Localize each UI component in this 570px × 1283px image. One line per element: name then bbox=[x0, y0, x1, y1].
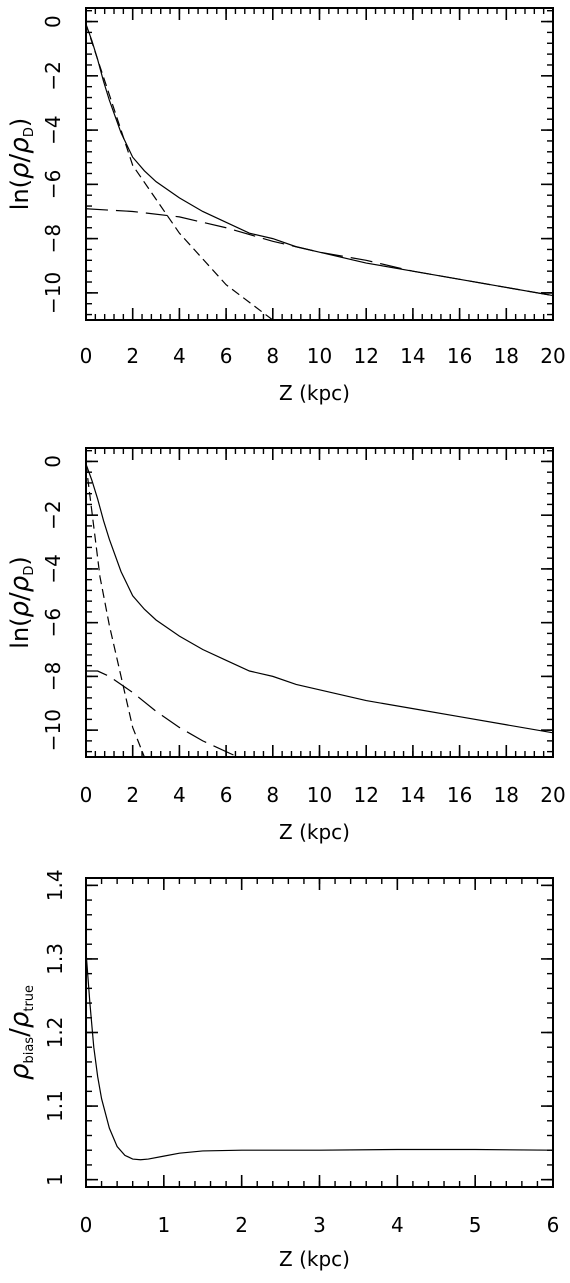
chart-panel-2: 0 2 4 6 8 10 12 14 16 18 20 0 −2 −4 −6 −8 −10 Z (kpc) ln(ρ… bbox=[5, 447, 566, 844]
x-tick-label: 14 bbox=[400, 783, 425, 807]
x-tick-label: 2 bbox=[126, 344, 139, 368]
x-axis-title: Z (kpc) bbox=[279, 1247, 350, 1271]
y-tick-label: 0 bbox=[41, 15, 65, 28]
x-tick-label: 4 bbox=[173, 783, 186, 807]
minor-ticks bbox=[85, 878, 554, 1187]
y-tick-label: 1.4 bbox=[43, 869, 67, 901]
x-tick-label: 2 bbox=[126, 783, 139, 807]
x-tick-label: 10 bbox=[307, 783, 332, 807]
plot-frame bbox=[85, 447, 554, 758]
series-line-solid bbox=[86, 463, 553, 734]
x-tick-label: 8 bbox=[266, 344, 279, 368]
series-line-long-dash bbox=[86, 208, 553, 297]
y-tick-label: 1.2 bbox=[43, 1017, 67, 1049]
series-line-long-dash bbox=[86, 670, 239, 757]
plot-frame bbox=[85, 877, 554, 1188]
y-tick-label: −8 bbox=[41, 662, 65, 691]
plot-frame bbox=[85, 7, 554, 321]
y-tick-label: −6 bbox=[41, 608, 65, 637]
x-tick-label: 18 bbox=[494, 783, 519, 807]
series-line-short-dash bbox=[86, 464, 145, 757]
x-tick-label: 0 bbox=[80, 1213, 93, 1237]
x-tick-label: 3 bbox=[313, 1213, 326, 1237]
x-tick-label: 20 bbox=[540, 783, 565, 807]
x-tick-label: 6 bbox=[220, 783, 233, 807]
x-tick-label: 18 bbox=[494, 344, 519, 368]
minor-ticks bbox=[85, 448, 554, 757]
x-tick-label: 10 bbox=[307, 344, 332, 368]
x-tick-label: 4 bbox=[391, 1213, 404, 1237]
y-tick-label: −10 bbox=[41, 709, 65, 751]
x-tick-label: 0 bbox=[80, 344, 93, 368]
y-tick-label: 1.3 bbox=[43, 943, 67, 975]
chart-panel-1: 0 2 4 6 8 10 12 14 16 18 20 0 −2 −4 −6 −8 −10 Z (kpc) ln(ρ… bbox=[5, 7, 566, 405]
x-tick-label: 4 bbox=[173, 344, 186, 368]
x-tick-label: 16 bbox=[447, 344, 472, 368]
y-tick-label: −8 bbox=[41, 224, 65, 253]
y-tick-label: −2 bbox=[41, 500, 65, 529]
y-tick-label: −10 bbox=[41, 272, 65, 314]
x-tick-label: 12 bbox=[353, 783, 378, 807]
minor-ticks bbox=[85, 8, 554, 320]
y-tick-label: 0 bbox=[41, 455, 65, 468]
y-tick-label: −4 bbox=[41, 115, 65, 144]
y-tick-label: −2 bbox=[41, 61, 65, 90]
y-tick-label: 1.1 bbox=[43, 1090, 67, 1122]
series-line-solid bbox=[86, 24, 553, 297]
y-axis-title: ln(ρ/ρD) bbox=[5, 118, 37, 210]
x-axis-title: Z (kpc) bbox=[279, 381, 350, 405]
x-tick-label: 1 bbox=[157, 1213, 170, 1237]
y-axis-title: ln(ρ/ρD) bbox=[5, 556, 37, 648]
x-tick-label: 5 bbox=[469, 1213, 482, 1237]
series-line-solid bbox=[86, 951, 553, 1161]
x-tick-label: 20 bbox=[540, 344, 565, 368]
series-line-short-dash bbox=[86, 24, 274, 320]
x-tick-label: 16 bbox=[447, 783, 472, 807]
y-tick-label: −6 bbox=[41, 170, 65, 199]
x-tick-label: 6 bbox=[547, 1213, 560, 1237]
x-tick-label: 8 bbox=[266, 783, 279, 807]
x-tick-label: 12 bbox=[353, 344, 378, 368]
x-axis-title: Z (kpc) bbox=[279, 820, 350, 844]
x-tick-label: 0 bbox=[80, 783, 93, 807]
y-tick-label: 1 bbox=[43, 1173, 67, 1186]
x-tick-label: 6 bbox=[220, 344, 233, 368]
x-tick-label: 14 bbox=[400, 344, 425, 368]
x-tick-label: 2 bbox=[235, 1213, 248, 1237]
y-axis-title: ρbias/ρtrue bbox=[5, 985, 37, 1080]
chart-panel-3: 0 1 2 3 4 5 6 1 1.1 1.2 1.3 1.4 Z (kpc) ρbias/ρtrue bbox=[5, 869, 559, 1271]
y-tick-label: −4 bbox=[41, 554, 65, 583]
